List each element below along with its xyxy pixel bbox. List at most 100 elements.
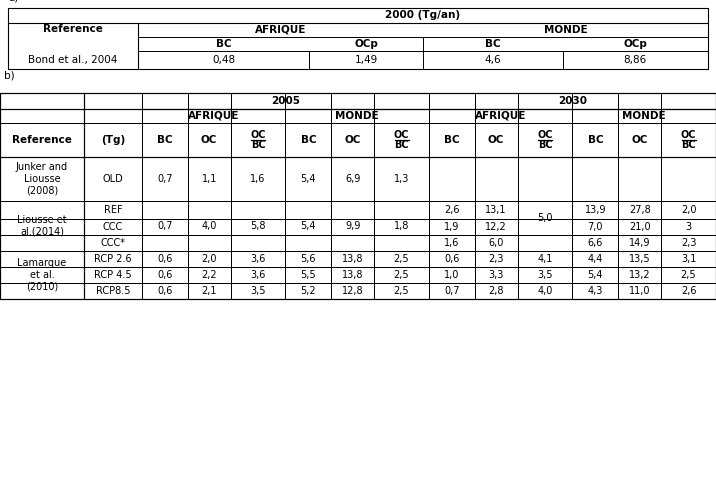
- Text: 3,6: 3,6: [251, 270, 266, 280]
- Text: REF: REF: [104, 205, 122, 215]
- Text: 5,5: 5,5: [301, 270, 316, 280]
- Text: Junker and
Liousse
(2008): Junker and Liousse (2008): [16, 162, 68, 196]
- Bar: [142, 201, 188, 251]
- Text: 4,4: 4,4: [588, 254, 603, 264]
- Text: AFRIQUE: AFRIQUE: [188, 111, 239, 121]
- Text: 2005: 2005: [271, 96, 300, 106]
- Text: Bond et al., 2004: Bond et al., 2004: [29, 55, 117, 65]
- Text: 2,5: 2,5: [681, 270, 697, 280]
- Text: 4,1: 4,1: [537, 254, 553, 264]
- Bar: [286, 201, 332, 251]
- Text: RCP 4.5: RCP 4.5: [95, 270, 132, 280]
- Text: BC: BC: [216, 39, 231, 49]
- Text: BC: BC: [485, 39, 500, 49]
- Text: 2,5: 2,5: [394, 254, 410, 264]
- Text: AFRIQUE: AFRIQUE: [475, 111, 526, 121]
- Text: 4,0: 4,0: [201, 221, 217, 231]
- Text: OC: OC: [632, 135, 648, 145]
- Text: 2000 (Tg/an): 2000 (Tg/an): [385, 10, 460, 21]
- Text: BC: BC: [538, 140, 552, 149]
- Bar: [231, 201, 286, 251]
- Text: CCC: CCC: [103, 222, 123, 232]
- Text: 0,6: 0,6: [158, 254, 173, 264]
- Text: 13,8: 13,8: [342, 254, 364, 264]
- Text: (Tg): (Tg): [101, 135, 125, 145]
- Text: 3,5: 3,5: [537, 270, 553, 280]
- Bar: [332, 201, 374, 251]
- Text: 12,2: 12,2: [485, 222, 507, 232]
- Text: Liousse et
al.(2014): Liousse et al.(2014): [17, 215, 67, 237]
- Text: Lamarque
et al.
(2010): Lamarque et al. (2010): [17, 258, 67, 291]
- Text: 13,2: 13,2: [629, 270, 650, 280]
- Text: 1,1: 1,1: [201, 174, 217, 184]
- Text: 2030: 2030: [558, 96, 587, 106]
- Text: OCp: OCp: [354, 39, 378, 49]
- Text: 5,4: 5,4: [301, 174, 316, 184]
- Text: 5,4: 5,4: [588, 270, 603, 280]
- Text: a): a): [8, 0, 19, 2]
- Text: 4,3: 4,3: [588, 286, 603, 296]
- Text: 2,0: 2,0: [681, 205, 696, 215]
- Text: 0,48: 0,48: [212, 55, 235, 65]
- Text: 11,0: 11,0: [629, 286, 650, 296]
- Text: BC: BC: [444, 135, 460, 145]
- Text: 0,6: 0,6: [158, 270, 173, 280]
- Text: MONDE: MONDE: [622, 111, 666, 121]
- Text: 6,9: 6,9: [345, 174, 360, 184]
- Text: 2,6: 2,6: [444, 205, 460, 215]
- Text: 2,3: 2,3: [681, 238, 696, 248]
- Text: 1,49: 1,49: [354, 55, 377, 65]
- Text: Reference: Reference: [43, 25, 103, 35]
- Text: OC: OC: [537, 131, 553, 141]
- Text: 21,0: 21,0: [629, 222, 650, 232]
- Text: b): b): [4, 71, 14, 81]
- Text: RCP8.5: RCP8.5: [96, 286, 130, 296]
- Text: 2,8: 2,8: [488, 286, 504, 296]
- Text: 13,8: 13,8: [342, 270, 364, 280]
- Text: 6,0: 6,0: [488, 238, 504, 248]
- Text: OC: OC: [201, 135, 218, 145]
- Text: 4,6: 4,6: [485, 55, 501, 65]
- Text: 3,6: 3,6: [251, 254, 266, 264]
- Text: Reference: Reference: [12, 135, 72, 145]
- Text: CCC*: CCC*: [100, 238, 125, 248]
- Text: MONDE: MONDE: [335, 111, 379, 121]
- Text: 5,2: 5,2: [301, 286, 316, 296]
- Text: BC: BC: [588, 135, 603, 145]
- Text: 6,6: 6,6: [588, 238, 603, 248]
- Text: OC: OC: [488, 135, 504, 145]
- Text: 5,4: 5,4: [301, 221, 316, 231]
- Text: MONDE: MONDE: [543, 25, 587, 35]
- Text: BC: BC: [301, 135, 316, 145]
- Text: 0,7: 0,7: [444, 286, 460, 296]
- Text: 2,3: 2,3: [488, 254, 504, 264]
- Text: 1,8: 1,8: [394, 221, 410, 231]
- Text: 3,3: 3,3: [488, 270, 504, 280]
- Text: OC: OC: [394, 131, 410, 141]
- Text: 5,0: 5,0: [537, 213, 553, 223]
- Text: BC: BC: [157, 135, 173, 145]
- Text: 13,1: 13,1: [485, 205, 507, 215]
- Text: 27,8: 27,8: [629, 205, 651, 215]
- Text: 5,6: 5,6: [301, 254, 316, 264]
- Text: 2,6: 2,6: [681, 286, 696, 296]
- Bar: [374, 201, 429, 251]
- Text: OCp: OCp: [624, 39, 647, 49]
- Text: 1,6: 1,6: [251, 174, 266, 184]
- Text: 2,2: 2,2: [201, 270, 217, 280]
- Text: 1,3: 1,3: [394, 174, 410, 184]
- Text: 2,1: 2,1: [201, 286, 217, 296]
- Text: 14,9: 14,9: [629, 238, 650, 248]
- Bar: [188, 201, 231, 251]
- Text: 1,6: 1,6: [444, 238, 460, 248]
- Text: 0,6: 0,6: [444, 254, 460, 264]
- Text: BC: BC: [251, 140, 266, 149]
- Text: OC: OC: [251, 131, 266, 141]
- Text: OC: OC: [344, 135, 361, 145]
- Text: 0,7: 0,7: [157, 221, 173, 231]
- Bar: [0, 93, 716, 299]
- Text: AFRIQUE: AFRIQUE: [255, 25, 306, 35]
- Text: 3: 3: [685, 222, 692, 232]
- Text: 0,7: 0,7: [157, 174, 173, 184]
- Text: 3,5: 3,5: [251, 286, 266, 296]
